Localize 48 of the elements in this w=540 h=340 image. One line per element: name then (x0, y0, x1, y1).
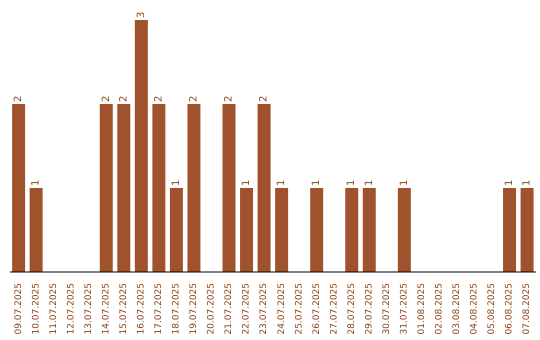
x-tick-label: 31.07.2025 (400, 283, 410, 335)
x-tick-label: 25.07.2025 (294, 283, 304, 335)
data-label: 2 (224, 96, 235, 102)
x-tick-label: 09.07.2025 (14, 283, 24, 335)
x-tick-label: 13.07.2025 (84, 283, 94, 335)
data-label: 2 (100, 96, 112, 102)
data-label: 1 (311, 180, 322, 186)
data-label: 1 (241, 180, 252, 186)
x-tick-label: 03.08.2025 (452, 283, 462, 335)
x-tick-label: 18.07.2025 (172, 283, 182, 335)
x-tick-label: 28.07.2025 (346, 283, 357, 335)
x-tick-label: 30.07.2025 (382, 283, 392, 335)
data-label: 1 (522, 180, 533, 186)
x-tick-label: 17.07.2025 (154, 283, 164, 335)
data-label: 1 (398, 180, 410, 186)
data-label: 1 (170, 180, 182, 186)
x-tick-label: 29.07.2025 (364, 283, 374, 335)
data-label: 2 (13, 96, 24, 102)
x-tick-label: 07.08.2025 (522, 283, 532, 335)
x-tick-label: 20.07.2025 (206, 283, 217, 335)
x-tick-label: 16.07.2025 (136, 283, 146, 335)
data-label: 2 (188, 96, 200, 102)
x-tick-label: 12.07.2025 (66, 283, 76, 335)
x-tick-label: 27.07.2025 (329, 283, 340, 335)
x-tick-label: 05.08.2025 (487, 283, 498, 335)
x-tick-label: 11.07.2025 (48, 283, 59, 335)
data-label: 2 (153, 96, 164, 102)
data-label: 1 (364, 180, 375, 186)
x-tick-label: 14.07.2025 (101, 283, 112, 335)
data-label: 1 (346, 180, 358, 186)
x-tick-label: 21.07.2025 (224, 283, 234, 335)
x-tick-label: 26.07.2025 (312, 283, 322, 335)
x-tick-label: 04.08.2025 (470, 283, 480, 335)
x-tick-label: 19.07.2025 (189, 283, 200, 335)
data-label: 1 (30, 180, 42, 186)
data-label: 1 (504, 180, 516, 186)
data-label: 2 (118, 96, 130, 102)
x-tick-label: 24.07.2025 (276, 283, 287, 335)
data-label: 3 (136, 12, 147, 18)
x-tick-label: 02.08.2025 (434, 283, 445, 335)
x-tick-label: 23.07.2025 (259, 283, 270, 335)
x-tick-label: 10.07.2025 (31, 283, 42, 335)
x-tick-label: 15.07.2025 (118, 283, 129, 335)
data-label: 2 (258, 96, 270, 102)
x-tick-label: 22.07.2025 (242, 283, 252, 335)
data-label: 1 (276, 180, 288, 186)
x-tick-label: 06.08.2025 (504, 283, 515, 335)
x-tick-label: 01.08.2025 (417, 283, 428, 335)
